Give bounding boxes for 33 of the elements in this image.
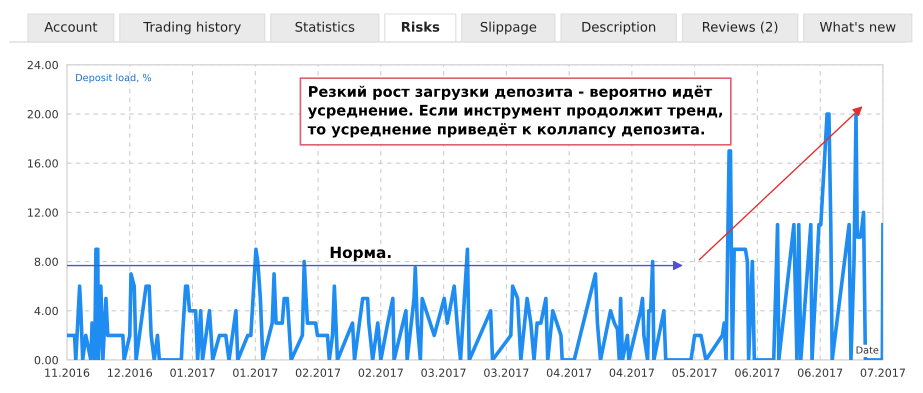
text: Description <box>582 22 656 34</box>
text: Trading history <box>143 22 241 34</box>
y-tick-label: 0.00 <box>34 356 58 364</box>
x-tick-label: 11.2016 <box>45 368 90 377</box>
y-tick-label: 8.00 <box>34 258 58 266</box>
x-tick-label: 03.2017 <box>421 368 466 377</box>
x-axis-title: Date <box>856 346 878 354</box>
annotation: Норма. <box>330 246 391 262</box>
x-tick-label: 01.2017 <box>233 368 278 377</box>
x-tick-label: 03.2017 <box>484 368 528 377</box>
x-tick-label: 07.2017 <box>860 368 905 377</box>
y-axis-title: Deposit load, % <box>76 74 152 84</box>
x-tick-label: 06.2017 <box>735 368 780 377</box>
x-tick-label: 04.2017 <box>546 368 592 377</box>
y-tick-label: 24.00 <box>28 60 58 70</box>
x-tick-label: 04.2017 <box>610 368 654 377</box>
x-tick-label: 01.2017 <box>170 368 215 377</box>
text: Statistics <box>296 22 354 32</box>
y-tick-label: 20.00 <box>28 110 58 118</box>
text: Slippage <box>480 22 536 34</box>
y-tick-label: 4.00 <box>34 306 58 316</box>
y-tick-label: 16.00 <box>28 159 58 168</box>
x-tick-label: 05.2017 <box>672 368 717 377</box>
text: Account <box>44 22 98 32</box>
x-tick-label: 02.2017 <box>296 368 340 377</box>
x-tick-label: 06.2017 <box>798 368 842 377</box>
text: What's new <box>820 22 896 32</box>
y-tick-label: 12.00 <box>28 208 58 217</box>
text: Risks <box>402 22 440 32</box>
annotation: Резкий рост загрузки депозита - вероятно идёт усреднение. Если инструмент продолжит тренд, то усреднение приведёт к коллапсу депозита. <box>308 86 722 138</box>
x-tick-label: 12.2016 <box>108 368 152 377</box>
x-tick-label: 02.2017 <box>358 368 403 377</box>
text: Reviews (2) <box>702 22 778 34</box>
